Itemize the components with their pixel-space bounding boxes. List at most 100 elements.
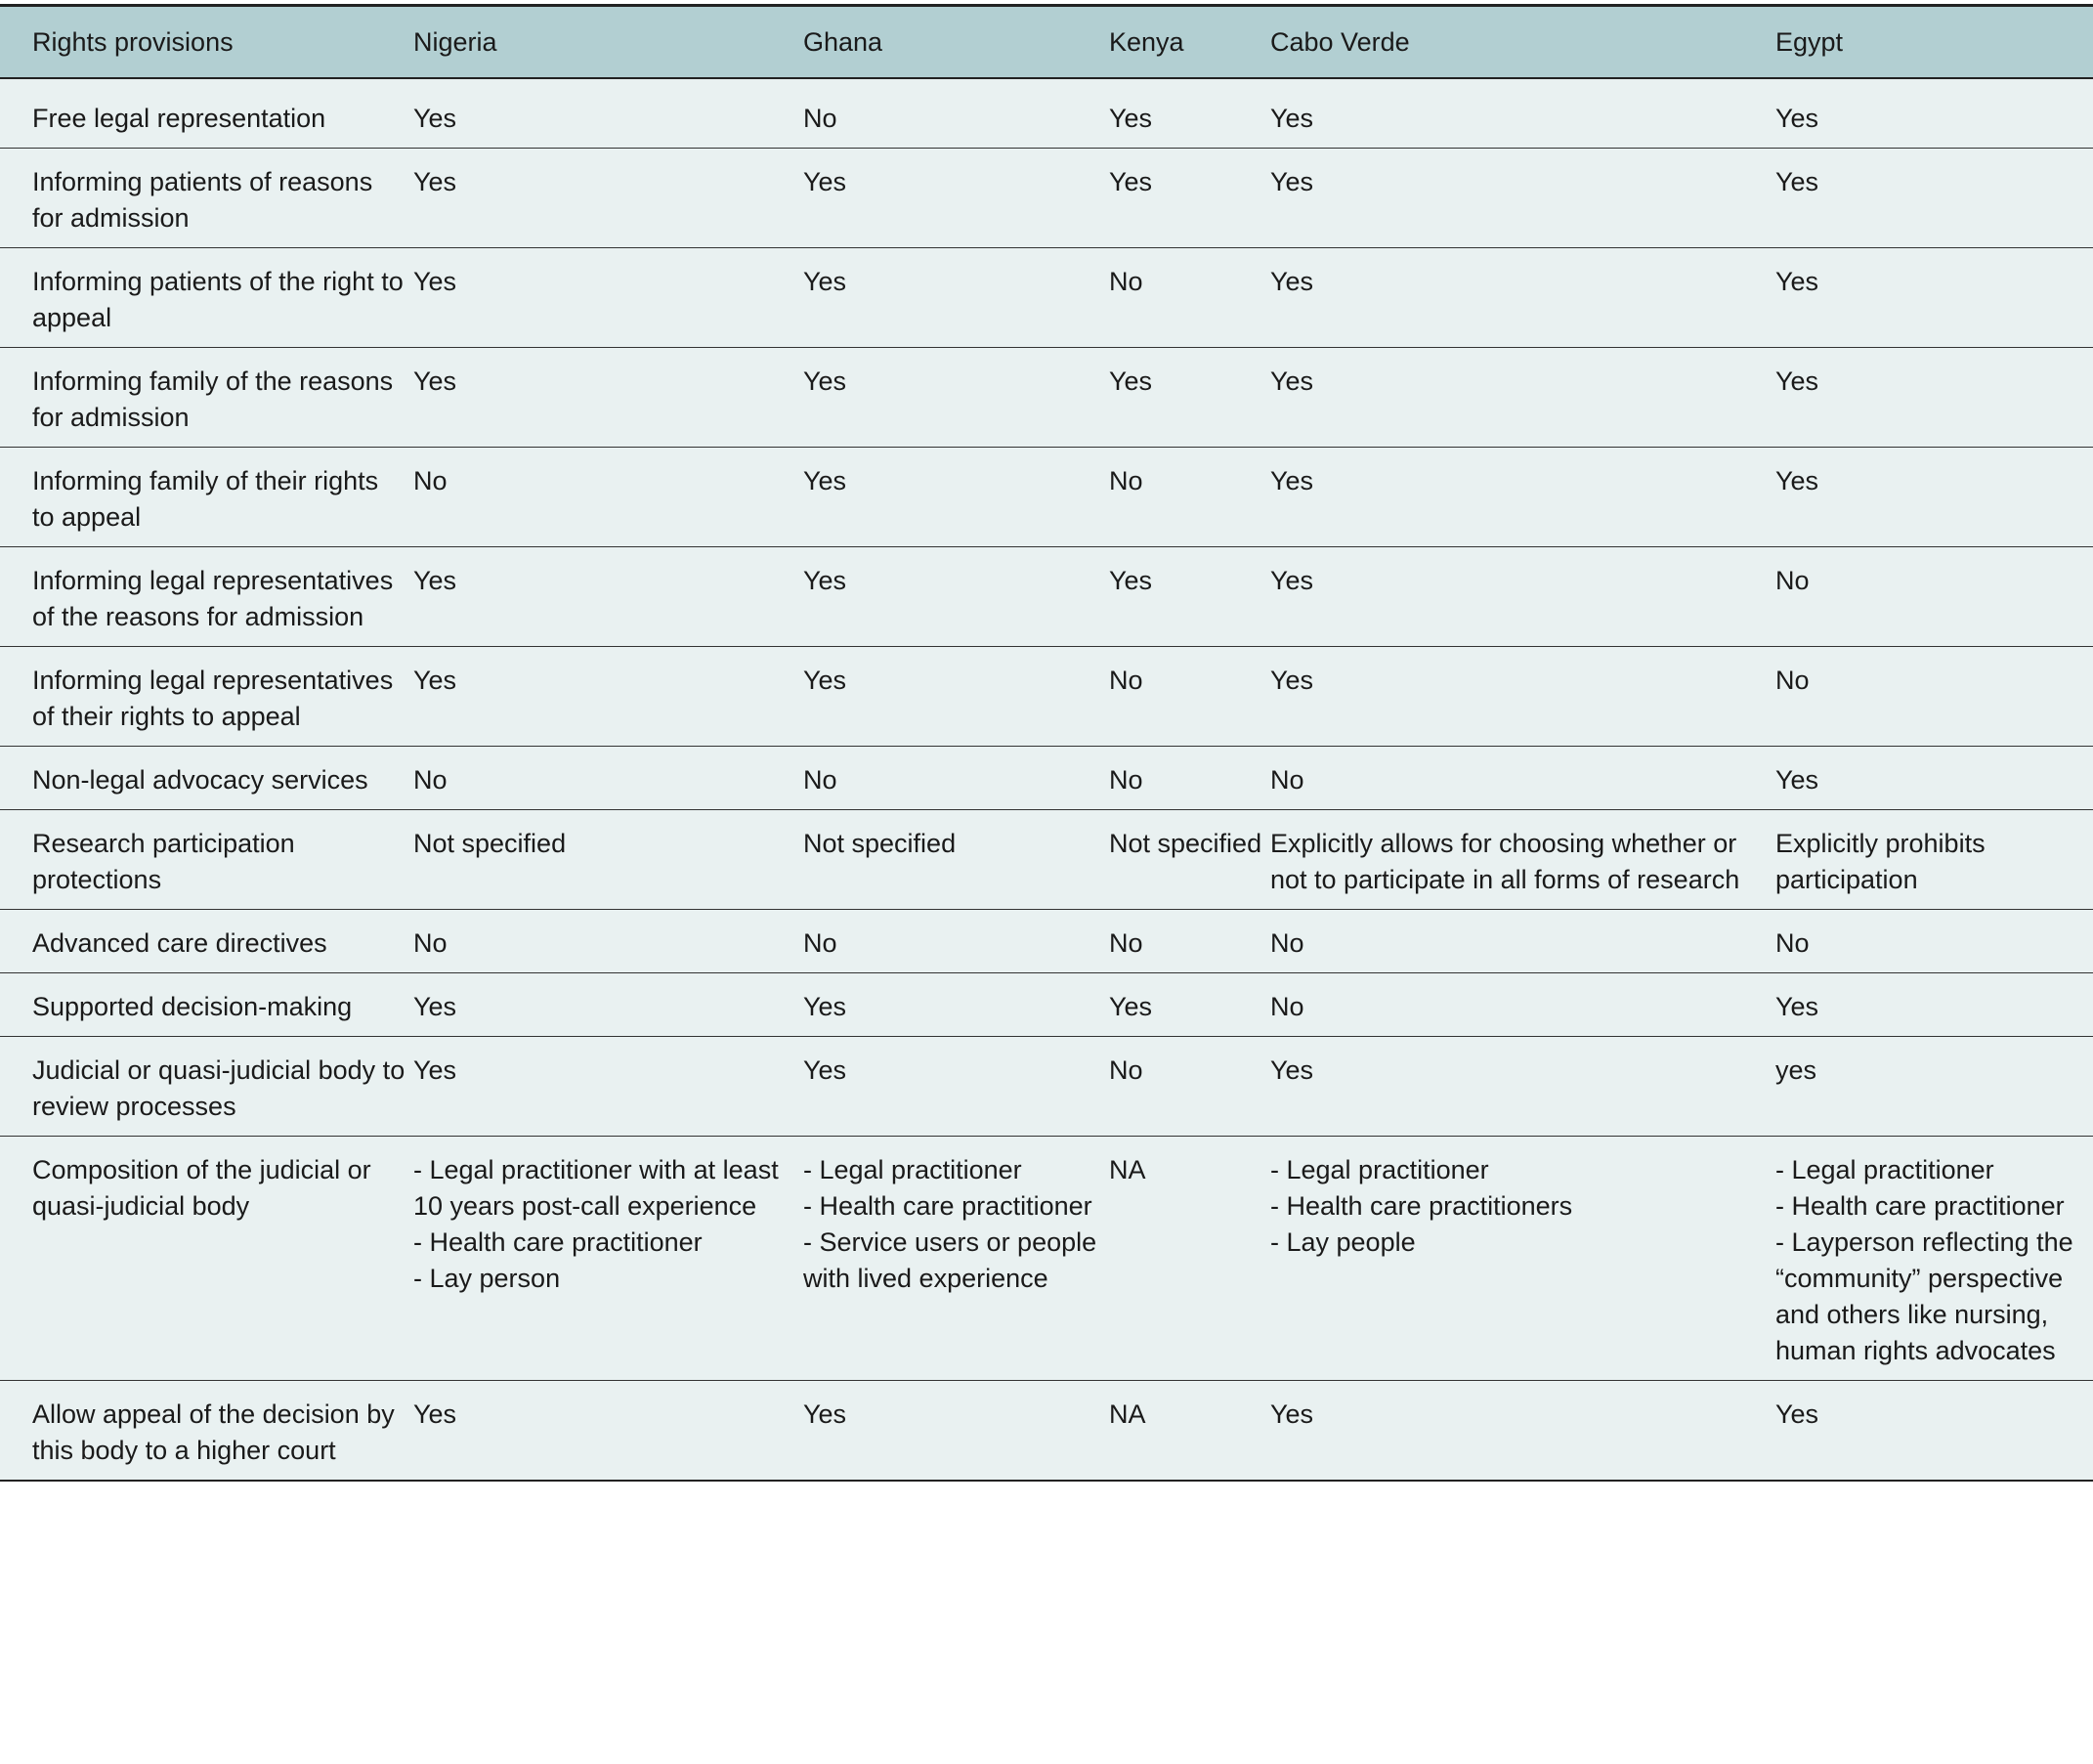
table-cell: Yes — [803, 1380, 1109, 1482]
row-label: Free legal representation — [0, 78, 413, 149]
header-row: Rights provisions Nigeria Ghana Kenya Cabo V… — [0, 4, 2093, 79]
table-row: Informing family of the reasons for admi… — [0, 347, 2093, 448]
rights-table: Rights provisions Nigeria Ghana Kenya Cabo V… — [0, 4, 2093, 1482]
cell-item: - Layperson reflecting the “community” p… — [1775, 1227, 2073, 1293]
table-cell: No — [1270, 972, 1775, 1037]
cell-item: - Service users or people with lived exp… — [803, 1227, 1097, 1293]
table-cell: - Legal practitioner - Health care practi… — [1270, 1136, 1775, 1381]
table-cell: Yes — [803, 148, 1109, 248]
table-cell: NA — [1109, 1136, 1270, 1381]
table-body: Free legal representation Yes No Yes Yes Yes I… — [0, 78, 2093, 1482]
row-label: Informing legal representatives of the r… — [0, 546, 413, 647]
table-cell: No — [413, 746, 803, 810]
table-cell: Not specified — [413, 809, 803, 910]
table-cell: - Legal practitioner - Health care practi… — [803, 1136, 1109, 1381]
row-label: Composition of the judicial or quasi-jud… — [0, 1136, 413, 1381]
table-cell: No — [1270, 909, 1775, 973]
cell-item: - Lay person — [413, 1264, 561, 1293]
table-row: Supported decision-making Yes Yes Yes No Yes — [0, 972, 2093, 1037]
table-cell: Yes — [413, 1380, 803, 1482]
table-cell: NA — [1109, 1380, 1270, 1482]
table-cell: Yes — [803, 447, 1109, 547]
table-row: Informing legal representatives of the r… — [0, 546, 2093, 647]
table-cell: Yes — [1109, 546, 1270, 647]
cell-item: - Lay people — [1270, 1227, 1416, 1257]
table-row: Allow appeal of the decision by this bod… — [0, 1380, 2093, 1482]
table-cell: - Legal practitioner with at least 10 ye… — [413, 1136, 803, 1381]
cell-item: - Health care practitioner — [413, 1227, 703, 1257]
table-cell: Yes — [1775, 447, 2093, 547]
table-cell: Yes — [413, 646, 803, 747]
table-cell: Yes — [1775, 78, 2093, 149]
table-cell: Yes — [413, 546, 803, 647]
table-cell: No — [1270, 746, 1775, 810]
cell-item: - Legal practitioner — [1270, 1155, 1489, 1184]
table-cell: Yes — [1109, 972, 1270, 1037]
table-cell: Explicitly allows for choosing whether o… — [1270, 809, 1775, 910]
table-cell: Yes — [1775, 972, 2093, 1037]
table-row: Composition of the judicial or quasi-jud… — [0, 1136, 2093, 1381]
row-label: Informing family of their rights to appe… — [0, 447, 413, 547]
row-label: Allow appeal of the decision by this bod… — [0, 1380, 413, 1482]
table-cell: Yes — [1270, 646, 1775, 747]
table-row: Free legal representation Yes No Yes Yes Yes — [0, 78, 2093, 149]
table-cell: Yes — [1775, 746, 2093, 810]
table-cell: No — [413, 909, 803, 973]
cell-item: - Health care practitioners — [1270, 1191, 1573, 1221]
table-cell: Yes — [1270, 347, 1775, 448]
table-row: Non-legal advocacy services No No No No Yes — [0, 746, 2093, 810]
cell-item: - Health care practitioner — [1775, 1191, 2065, 1221]
table-cell: Not specified — [1109, 809, 1270, 910]
table-cell: - Legal practitioner - Health care practi… — [1775, 1136, 2093, 1381]
table-cell: Yes — [413, 972, 803, 1037]
table-row: Advanced care directives No No No No No — [0, 909, 2093, 973]
table-cell: Yes — [1775, 247, 2093, 348]
table-cell: Yes — [1109, 148, 1270, 248]
table-cell: Not specified — [803, 809, 1109, 910]
table-cell: Yes — [803, 347, 1109, 448]
table-cell: Yes — [1270, 148, 1775, 248]
header-cell: Egypt — [1775, 4, 2093, 79]
row-label: Informing legal representatives of their… — [0, 646, 413, 747]
table-cell: Yes — [803, 1036, 1109, 1137]
header-cell: Rights provisions — [0, 4, 413, 79]
table-cell: No — [1109, 247, 1270, 348]
table-cell: No — [1775, 909, 2093, 973]
row-label: Advanced care directives — [0, 909, 413, 973]
table-cell: Yes — [1270, 1380, 1775, 1482]
table-cell: Yes — [803, 646, 1109, 747]
table-cell: Yes — [1270, 1036, 1775, 1137]
cell-item: - Legal practitioner with at least 10 ye… — [413, 1155, 779, 1221]
row-label: Informing family of the reasons for admi… — [0, 347, 413, 448]
table-cell: No — [1109, 746, 1270, 810]
table-cell: No — [803, 746, 1109, 810]
table-cell: Yes — [1270, 78, 1775, 149]
cell-item: - Legal practitioner — [803, 1155, 1022, 1184]
table-row: Research participation protections Not sp… — [0, 809, 2093, 910]
table-cell: Yes — [803, 546, 1109, 647]
table-cell: Yes — [413, 148, 803, 248]
table-cell: Yes — [1270, 247, 1775, 348]
table-cell: No — [1109, 1036, 1270, 1137]
table-cell: No — [1109, 909, 1270, 973]
table-cell: Yes — [1775, 1380, 2093, 1482]
cell-item: - Health care practitioner — [803, 1191, 1092, 1221]
table-cell: Yes — [1270, 447, 1775, 547]
table-cell: yes — [1775, 1036, 2093, 1137]
cell-item: - Legal practitioner — [1775, 1155, 1994, 1184]
table-row: Informing family of their rights to appe… — [0, 447, 2093, 547]
row-label: Informing patients of the right to appea… — [0, 247, 413, 348]
table-row: Informing legal representatives of their… — [0, 646, 2093, 747]
row-label: Judicial or quasi-judicial body to revie… — [0, 1036, 413, 1137]
table-cell: No — [803, 909, 1109, 973]
table-cell: Yes — [1109, 78, 1270, 149]
table-cell: Yes — [1775, 148, 2093, 248]
table-cell: No — [413, 447, 803, 547]
header-cell: Cabo Verde — [1270, 4, 1775, 79]
table-cell: Yes — [413, 78, 803, 149]
table-cell: No — [1775, 546, 2093, 647]
row-label: Supported decision-making — [0, 972, 413, 1037]
table-cell: Yes — [803, 972, 1109, 1037]
table-row: Informing patients of reasons for admiss… — [0, 148, 2093, 248]
